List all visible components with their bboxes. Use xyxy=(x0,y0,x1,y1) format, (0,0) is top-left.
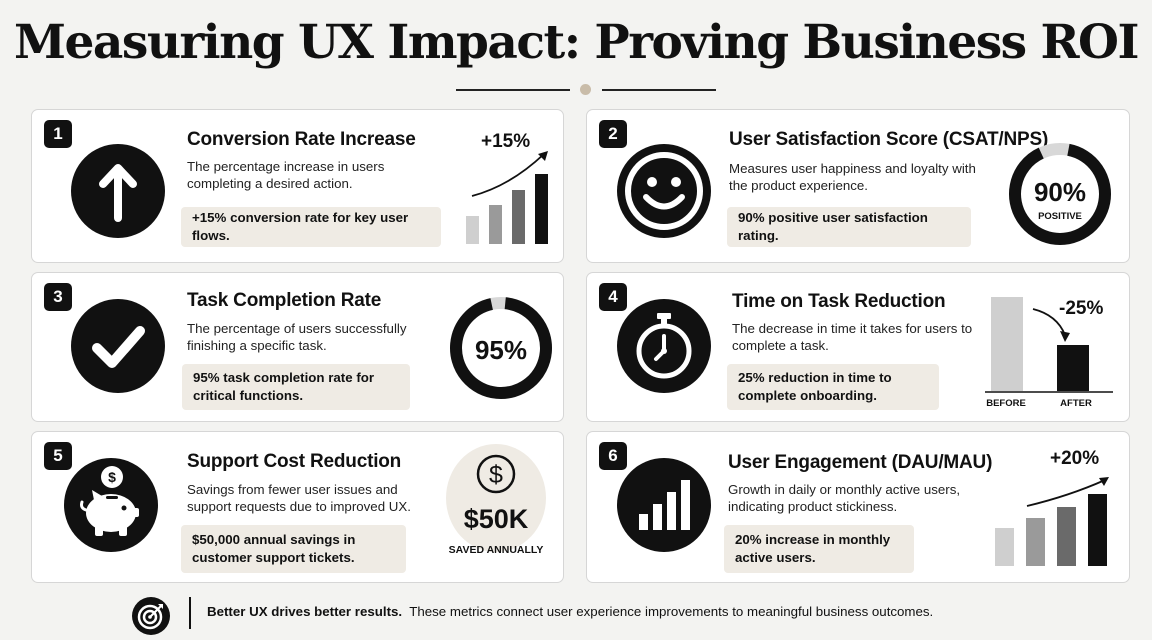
engagement-bar-chart xyxy=(995,477,1109,566)
card-number: 2 xyxy=(599,120,627,148)
card-description: The percentage increase in users complet… xyxy=(187,159,385,191)
card-user-engagement: 6 User Engagement (DAU/MAU) Growth in da… xyxy=(586,431,1130,583)
card-number: 6 xyxy=(599,442,627,470)
card-title: Conversion Rate Increase xyxy=(187,129,416,150)
card-task-completion: 3 Task Completion Rate The percentage of… xyxy=(31,272,564,422)
card-description: The decrease in time it takes for users … xyxy=(732,321,973,353)
trend-arrow xyxy=(1026,479,1106,507)
metric-value: 90% xyxy=(1033,177,1087,207)
engagement-bar-2 xyxy=(1026,518,1045,566)
card-callout: $50,000 annual savings in customer suppo… xyxy=(181,525,406,573)
card-callout: +15% conversion rate for key user flows. xyxy=(181,207,441,247)
metric-value: +20% xyxy=(1050,448,1100,469)
card-support-cost: 5 $ Support Cost Reduction Savings from … xyxy=(31,431,564,583)
stopwatch-icon xyxy=(617,299,711,393)
footer-message: Better UX drives better results. These m… xyxy=(207,604,933,619)
card-callout: 20% increase in monthly active users. xyxy=(724,525,914,573)
after-bar xyxy=(1057,345,1089,391)
card-description: The percentage of users successfully fin… xyxy=(187,321,407,353)
card-title: User Engagement (DAU/MAU) xyxy=(728,452,993,473)
dollar-coin-icon: $ xyxy=(476,454,516,494)
engagement-bar-1 xyxy=(995,528,1014,566)
checkmark-icon xyxy=(71,299,165,393)
svg-text:$: $ xyxy=(108,469,116,485)
metric-value: +15% xyxy=(481,131,531,152)
card-description: Growth in daily or monthly active users,… xyxy=(728,482,961,514)
metric-label: SAVED ANNUALLY xyxy=(448,544,544,556)
page-title: Measuring UX Impact: Proving Business RO… xyxy=(14,15,1140,70)
trend-arrow xyxy=(471,153,545,197)
target-icon xyxy=(132,597,170,635)
footer-separator xyxy=(189,597,191,629)
card-title: Time on Task Reduction xyxy=(732,291,946,312)
arrow-up-icon xyxy=(71,144,165,238)
card-number: 3 xyxy=(44,283,72,311)
smiley-icon xyxy=(617,144,711,238)
card-description: Measures user happiness and loyalty with… xyxy=(729,161,976,193)
card-callout: 25% reduction in time to complete onboar… xyxy=(727,364,939,410)
metric-value: $50K xyxy=(463,504,529,534)
bar-label-after: AFTER xyxy=(1060,398,1092,409)
card-user-satisfaction: 2 User Satisfaction Score (CSAT/NPS) Mea… xyxy=(586,109,1130,263)
metric-value: -25% xyxy=(1059,298,1104,319)
svg-text:$: $ xyxy=(489,461,503,489)
card-conversion-rate: 1 Conversion Rate Increase The percentag… xyxy=(31,109,564,263)
before-after-chart xyxy=(985,297,1113,393)
growth-bar-1 xyxy=(466,216,479,244)
savings-badge xyxy=(446,444,546,552)
title-divider-left xyxy=(456,89,570,91)
card-callout: 90% positive user satisfaction rating. xyxy=(727,207,971,247)
before-bar xyxy=(991,297,1023,391)
growth-bar-3 xyxy=(512,190,525,244)
title-divider-right xyxy=(602,89,716,91)
engagement-bar-4 xyxy=(1088,494,1107,566)
bar-label-before: BEFORE xyxy=(986,398,1026,409)
bar-chart-icon xyxy=(617,458,711,552)
completion-ring xyxy=(450,297,552,399)
card-number: 1 xyxy=(44,120,72,148)
card-title: User Satisfaction Score (CSAT/NPS) xyxy=(729,129,1049,150)
card-title: Task Completion Rate xyxy=(187,290,382,311)
piggy-bank-icon: $ xyxy=(64,458,158,552)
growth-bar-2 xyxy=(489,205,502,244)
footer-body-text: These metrics connect user experience im… xyxy=(409,604,934,619)
footer-bold-text: Better UX drives better results. xyxy=(207,604,403,619)
card-number: 5 xyxy=(44,442,72,470)
growth-bar-4 xyxy=(535,174,548,244)
satisfaction-ring xyxy=(1009,143,1111,245)
title-divider-dot xyxy=(580,84,591,95)
card-callout: 95% task completion rate for critical fu… xyxy=(182,364,410,410)
card-description: Savings from fewer user issues and suppo… xyxy=(187,482,411,514)
card-number: 4 xyxy=(599,283,627,311)
metric-value: 95% xyxy=(474,335,528,365)
card-time-on-task: 4 Time on Task Reduction The decrease in… xyxy=(586,272,1130,422)
growth-bar-chart xyxy=(466,151,548,244)
card-title: Support Cost Reduction xyxy=(187,451,402,472)
metric-label: POSITIVE xyxy=(1038,211,1082,222)
engagement-bar-3 xyxy=(1057,507,1076,566)
